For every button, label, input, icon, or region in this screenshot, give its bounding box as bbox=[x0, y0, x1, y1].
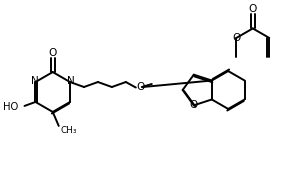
Text: O: O bbox=[232, 33, 241, 43]
Text: N: N bbox=[30, 76, 38, 86]
Text: O: O bbox=[249, 4, 257, 14]
Text: O: O bbox=[49, 48, 57, 58]
Text: O: O bbox=[137, 82, 145, 92]
Text: CH₃: CH₃ bbox=[61, 126, 77, 135]
Text: HO: HO bbox=[3, 102, 19, 112]
Text: N: N bbox=[67, 76, 75, 86]
Text: O: O bbox=[190, 100, 198, 110]
